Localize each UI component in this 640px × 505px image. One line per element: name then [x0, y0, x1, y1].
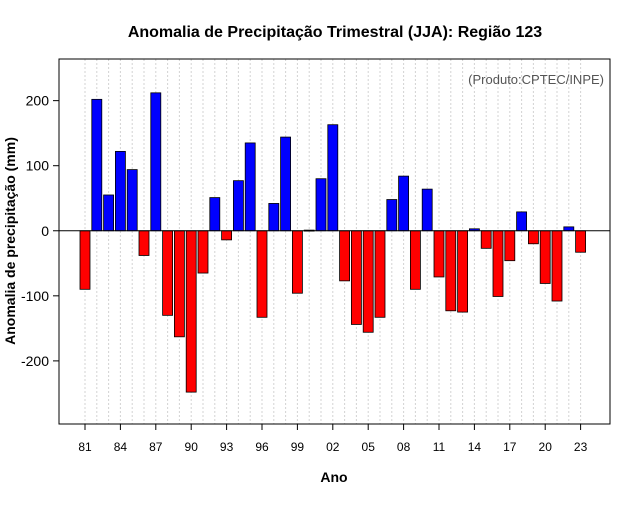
grid-layer — [84, 59, 582, 424]
bar-1989 — [173, 230, 185, 338]
bar-1993 — [221, 230, 233, 241]
bar-1995 — [244, 142, 256, 232]
bar-2003 — [339, 230, 351, 282]
bar-layer — [79, 92, 586, 393]
x-tick-label: 93 — [220, 440, 234, 454]
y-tick-label: -200 — [21, 353, 49, 369]
bar-1998 — [280, 136, 292, 232]
bar-2019 — [528, 230, 539, 245]
chart-title: Anomalia de Precipitação Trimestral (JJA… — [128, 24, 542, 41]
bar-1988 — [162, 230, 174, 316]
x-tick-label: 17 — [503, 440, 517, 454]
bar-2013 — [457, 230, 469, 313]
x-tick-label: 81 — [78, 440, 92, 454]
bar-1982 — [91, 98, 103, 232]
y-tick-label: 0 — [41, 223, 49, 239]
y-tick-label: 100 — [26, 158, 50, 174]
bar-1996 — [256, 230, 268, 318]
x-tick-label: 02 — [326, 440, 340, 454]
x-tick-label: 20 — [539, 440, 553, 454]
x-tick-label: 87 — [149, 440, 163, 454]
x-tick-label: 84 — [114, 440, 128, 454]
bar-2020 — [539, 230, 551, 284]
bar-2011 — [433, 230, 445, 278]
bar-1981 — [79, 230, 91, 290]
x-tick-label: 11 — [433, 440, 446, 454]
bar-1992 — [209, 197, 221, 232]
x-tick-label: 99 — [291, 440, 305, 454]
x-axis-label: Ano — [320, 469, 347, 485]
bar-2001 — [315, 178, 327, 232]
bar-2007 — [386, 199, 398, 232]
bar-2009 — [409, 230, 421, 290]
bar-1984 — [115, 150, 126, 232]
bar-1983 — [103, 194, 114, 232]
bar-2002 — [327, 124, 339, 232]
axis-layer: -200 -100 0 100 200 81 84 87 90 93 96 99 02 05 08 11 14 1… — [21, 93, 588, 454]
bar-2012 — [445, 230, 457, 312]
product-annotation: (Produto:CPTEC/INPE) — [468, 72, 604, 87]
bar-2015 — [480, 230, 492, 249]
bar-1997 — [268, 203, 280, 232]
x-tick-label: 96 — [255, 440, 269, 454]
bar-1986 — [138, 230, 150, 256]
bar-2023 — [575, 230, 586, 253]
bar-1985 — [126, 169, 138, 232]
bar-2018 — [516, 211, 527, 232]
bar-2010 — [421, 188, 433, 232]
bar-2005 — [362, 230, 374, 333]
bar-1994 — [232, 180, 244, 232]
bar-2017 — [504, 230, 516, 262]
x-tick-label: 05 — [362, 440, 376, 454]
bar-2021 — [551, 230, 563, 302]
y-tick-label: -100 — [21, 288, 49, 304]
x-tick-label: 08 — [397, 440, 411, 454]
bar-2004 — [350, 230, 362, 325]
bar-1987 — [150, 92, 162, 232]
x-tick-label: 23 — [574, 440, 588, 454]
x-tick-label: 14 — [468, 440, 482, 454]
x-tick-label: 90 — [185, 440, 199, 454]
plot-frame — [58, 58, 611, 425]
bar-2006 — [374, 230, 386, 318]
bar-2022 — [563, 226, 575, 232]
y-tick-label: 200 — [26, 93, 50, 109]
bar-1990 — [185, 230, 197, 393]
bar-1999 — [291, 230, 303, 294]
bar-2016 — [492, 230, 504, 297]
bar-1991 — [197, 230, 209, 274]
y-axis-label: Anomalia de precipitação (mm) — [2, 137, 18, 345]
bar-2008 — [398, 175, 410, 232]
